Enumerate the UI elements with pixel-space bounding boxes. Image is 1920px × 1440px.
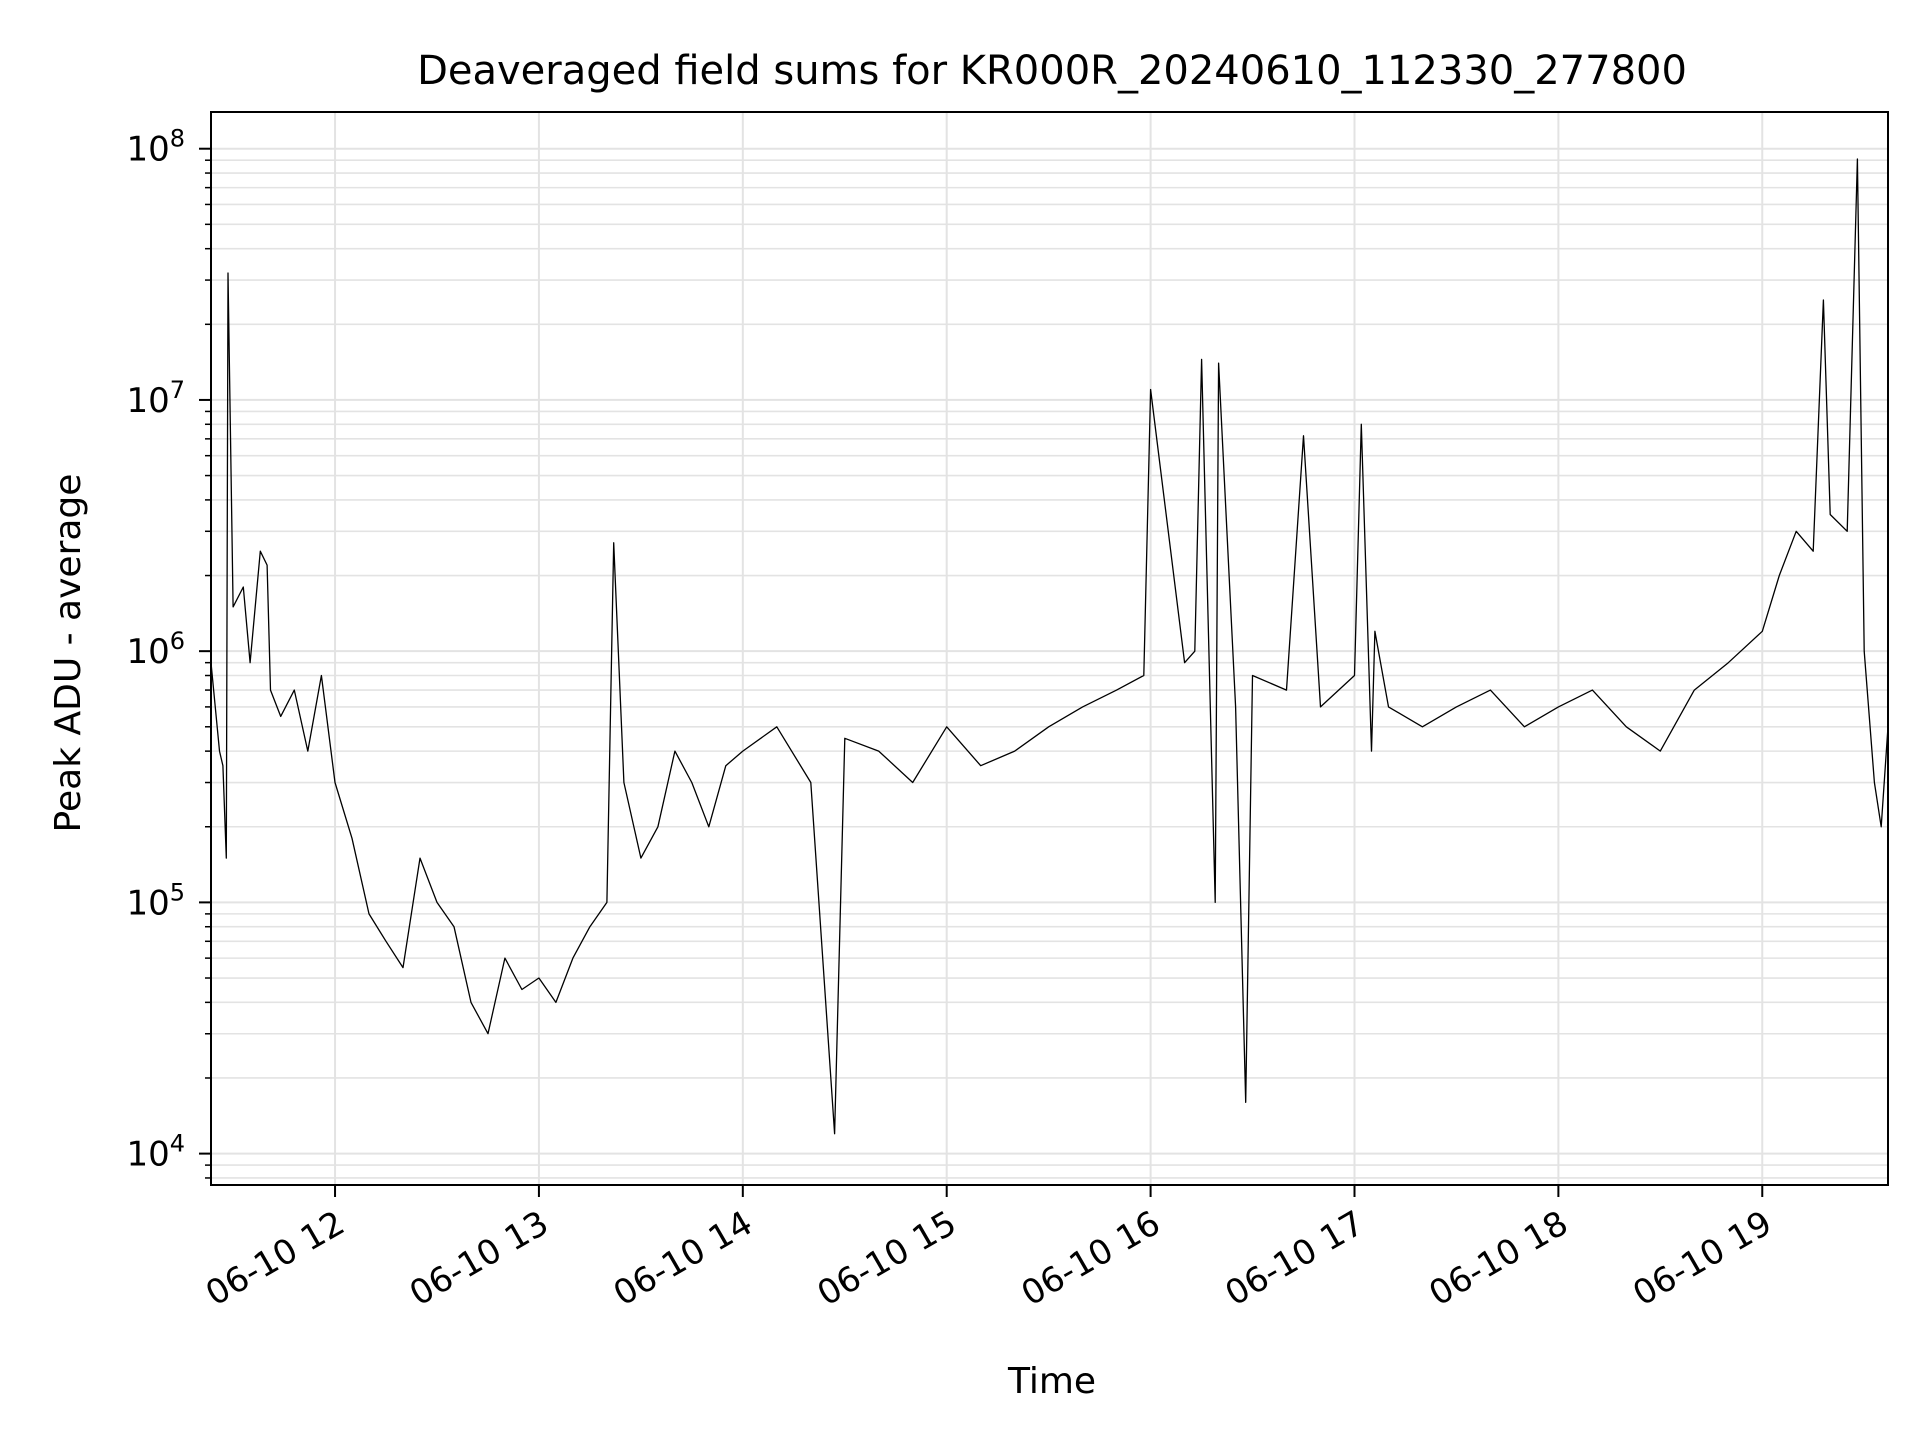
y-axis-label: Peak ADU - average <box>48 474 89 833</box>
series-line <box>210 158 1889 1135</box>
y-tick-label: 105 <box>126 878 185 923</box>
chart-title: Deaveraged field sums for KR000R_2024061… <box>417 48 1687 94</box>
axes-frame <box>210 111 1889 1186</box>
series-group <box>210 158 1889 1135</box>
y-tick-label: 108 <box>126 125 185 170</box>
y-tick-label: 107 <box>126 376 185 421</box>
y-axis-ticks: 104 105 106 107 108 <box>126 125 211 1179</box>
y-tick-label: 104 <box>126 1130 185 1175</box>
y-tick-label: 106 <box>126 627 185 672</box>
x-axis-label: Time <box>1007 1361 1096 1402</box>
grid-lines <box>211 112 1888 1185</box>
